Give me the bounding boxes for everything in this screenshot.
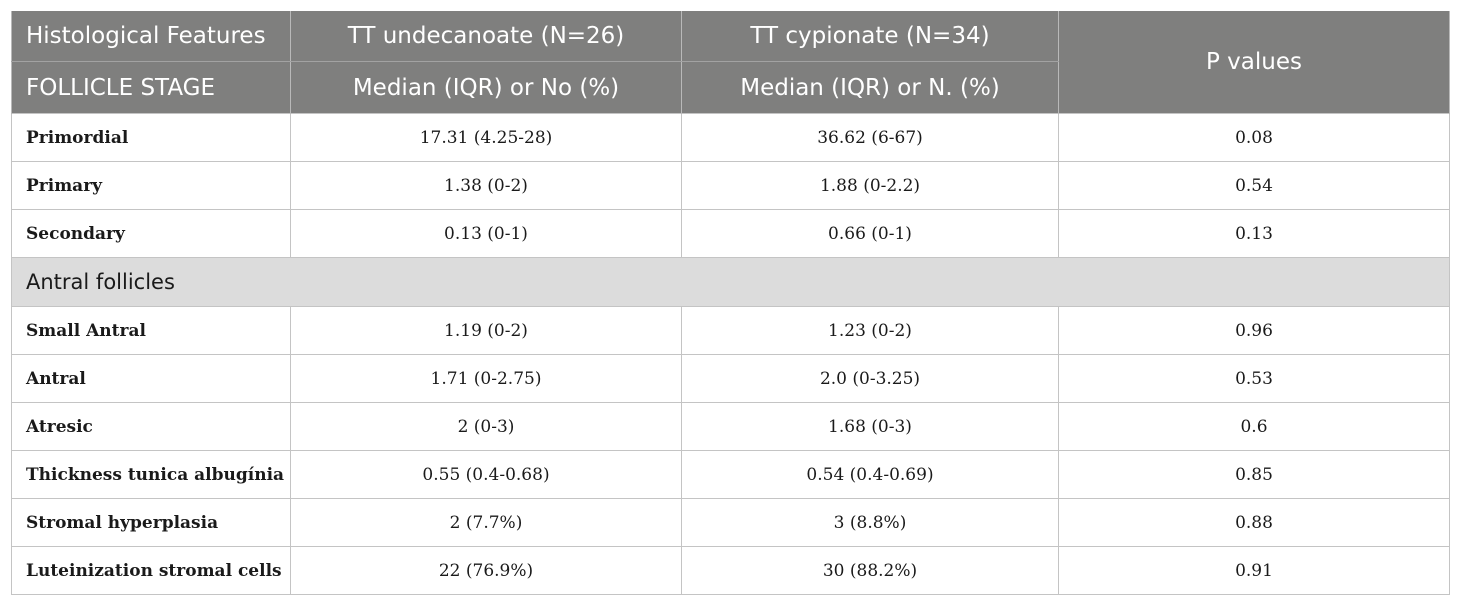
row-label: Stromal hyperplasia xyxy=(11,498,291,547)
cypionate-value: 1.68 (0-3) xyxy=(681,402,1059,451)
table-body: Primordial 17.31 (4.25-28) 36.62 (6-67) … xyxy=(11,113,1450,595)
undecanoate-value: 1.19 (0-2) xyxy=(290,306,682,355)
cypionate-value: 3 (8.8%) xyxy=(681,498,1059,547)
table-row: Luteinization stromal cells 22 (76.9%) 3… xyxy=(11,546,1450,595)
table-header: Histological Features TT undecanoate (N=… xyxy=(11,11,1450,114)
table-row: Secondary 0.13 (0-1) 0.66 (0-1) 0.13 xyxy=(11,209,1450,258)
cypionate-value: 1.23 (0-2) xyxy=(681,306,1059,355)
undecanoate-value: 2 (0-3) xyxy=(290,402,682,451)
table-row: Small Antral 1.19 (0-2) 1.23 (0-2) 0.96 xyxy=(11,306,1450,355)
undecanoate-value: 17.31 (4.25-28) xyxy=(290,113,682,162)
table-row: Stromal hyperplasia 2 (7.7%) 3 (8.8%) 0.… xyxy=(11,498,1450,547)
cypionate-value: 30 (88.2%) xyxy=(681,546,1059,595)
header-histological-features: Histological Features xyxy=(11,11,291,62)
cypionate-value: 36.62 (6-67) xyxy=(681,113,1059,162)
p-value: 0.88 xyxy=(1058,498,1450,547)
table-row: Atresic 2 (0-3) 1.68 (0-3) 0.6 xyxy=(11,402,1450,451)
table-row: Antral 1.71 (0-2.75) 2.0 (0-3.25) 0.53 xyxy=(11,354,1450,403)
row-label: Secondary xyxy=(11,209,291,258)
table-row: Primary 1.38 (0-2) 1.88 (0-2.2) 0.54 xyxy=(11,161,1450,210)
section-row-antral-follicles: Antral follicles xyxy=(11,257,1450,307)
p-value: 0.13 xyxy=(1058,209,1450,258)
undecanoate-value: 2 (7.7%) xyxy=(290,498,682,547)
undecanoate-value: 0.13 (0-1) xyxy=(290,209,682,258)
table-row: Primordial 17.31 (4.25-28) 36.62 (6-67) … xyxy=(11,113,1450,162)
row-label: Small Antral xyxy=(11,306,291,355)
row-label: Thickness tunica albugínia xyxy=(11,450,291,499)
p-value: 0.6 xyxy=(1058,402,1450,451)
cypionate-value: 2.0 (0-3.25) xyxy=(681,354,1059,403)
row-label: Luteinization stromal cells xyxy=(11,546,291,595)
header-row-2: FOLLICLE STAGE Median (IQR) or No (%) Me… xyxy=(11,61,1450,114)
section-label: Antral follicles xyxy=(11,257,1450,307)
undecanoate-value: 1.71 (0-2.75) xyxy=(290,354,682,403)
header-undecanoate-stat: Median (IQR) or No (%) xyxy=(290,61,682,114)
undecanoate-value: 22 (76.9%) xyxy=(290,546,682,595)
p-value: 0.91 xyxy=(1058,546,1450,595)
header-cypionate-stat: Median (IQR) or N. (%) xyxy=(681,61,1059,114)
histology-table: Histological Features TT undecanoate (N=… xyxy=(11,11,1450,595)
p-value: 0.96 xyxy=(1058,306,1450,355)
undecanoate-value: 1.38 (0-2) xyxy=(290,161,682,210)
row-label: Primordial xyxy=(11,113,291,162)
header-row-1: Histological Features TT undecanoate (N=… xyxy=(11,11,1450,114)
p-value: 0.08 xyxy=(1058,113,1450,162)
cypionate-value: 0.66 (0-1) xyxy=(681,209,1059,258)
p-value: 0.53 xyxy=(1058,354,1450,403)
p-value: 0.54 xyxy=(1058,161,1450,210)
header-tt-cypionate: TT cypionate (N=34) xyxy=(681,11,1059,62)
cypionate-value: 1.88 (0-2.2) xyxy=(681,161,1059,210)
row-label: Atresic xyxy=(11,402,291,451)
row-label: Primary xyxy=(11,161,291,210)
undecanoate-value: 0.55 (0.4-0.68) xyxy=(290,450,682,499)
header-follicle-stage: FOLLICLE STAGE xyxy=(11,61,291,114)
cypionate-value: 0.54 (0.4-0.69) xyxy=(681,450,1059,499)
row-label: Antral xyxy=(11,354,291,403)
header-tt-undecanoate: TT undecanoate (N=26) xyxy=(290,11,682,62)
table-row: Thickness tunica albugínia 0.55 (0.4-0.6… xyxy=(11,450,1450,499)
header-p-values: P values xyxy=(1058,11,1450,114)
p-value: 0.85 xyxy=(1058,450,1450,499)
